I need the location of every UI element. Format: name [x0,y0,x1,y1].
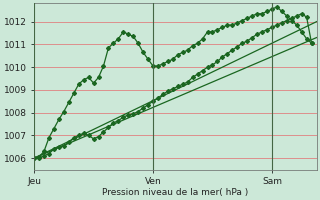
X-axis label: Pression niveau de la mer( hPa ): Pression niveau de la mer( hPa ) [102,188,248,197]
